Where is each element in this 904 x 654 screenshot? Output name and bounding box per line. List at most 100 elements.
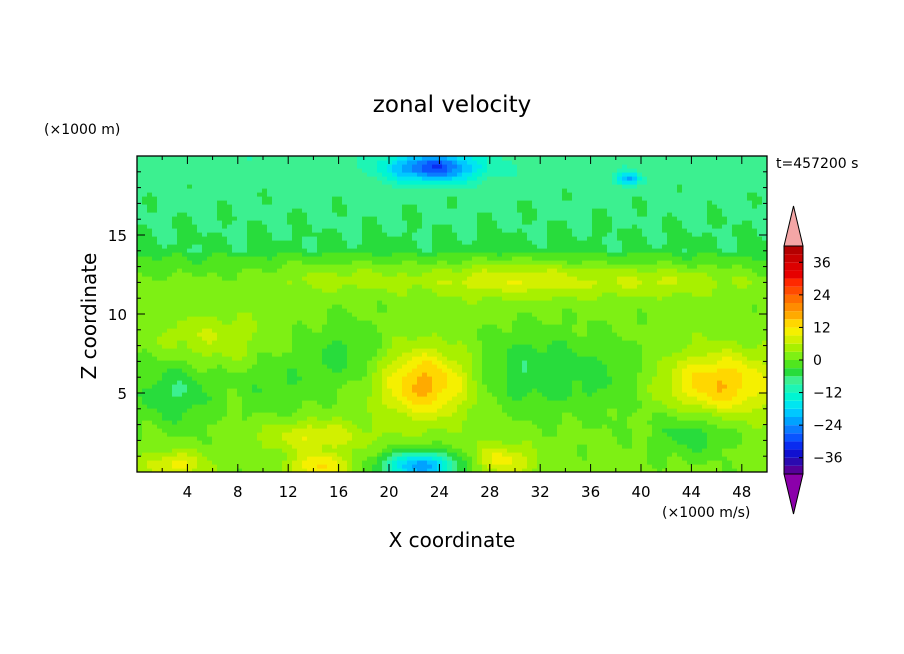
- field-cell: [232, 188, 238, 193]
- field-cell: [412, 224, 418, 229]
- field-cell: [287, 432, 293, 437]
- field-cell: [347, 160, 353, 165]
- field-cell: [322, 252, 328, 257]
- field-cell: [377, 244, 383, 249]
- field-cell: [307, 264, 313, 269]
- field-cell: [222, 228, 228, 233]
- field-cell: [307, 320, 313, 325]
- field-cell: [282, 292, 288, 297]
- field-cell: [347, 204, 353, 209]
- field-cell: [282, 408, 288, 413]
- field-cell: [157, 184, 163, 189]
- field-cell: [372, 412, 378, 417]
- field-cell: [427, 368, 433, 373]
- field-cell: [267, 448, 273, 453]
- field-cell: [362, 196, 368, 201]
- field-cell: [362, 272, 368, 277]
- field-cell: [247, 304, 253, 309]
- field-cell: [392, 364, 398, 369]
- field-cell: [452, 432, 458, 437]
- field-cell: [447, 160, 453, 165]
- field-cell: [192, 416, 198, 421]
- field-cell: [222, 268, 228, 273]
- field-cell: [317, 248, 323, 253]
- field-cell: [312, 248, 318, 253]
- field-cell: [292, 344, 298, 349]
- field-cell: [237, 200, 243, 205]
- field-cell: [252, 244, 258, 249]
- field-cell: [167, 220, 173, 225]
- field-cell: [152, 208, 158, 213]
- field-cell: [172, 396, 178, 401]
- field-cell: [292, 260, 298, 265]
- field-cell: [282, 252, 288, 257]
- field-cell: [237, 288, 243, 293]
- field-cell: [322, 372, 328, 377]
- field-cell: [202, 448, 208, 453]
- field-cell: [332, 156, 338, 161]
- field-cell: [377, 236, 383, 241]
- field-cell: [167, 188, 173, 193]
- field-cell: [257, 348, 263, 353]
- field-cell: [392, 448, 398, 453]
- field-cell: [197, 216, 203, 221]
- field-cell: [287, 324, 293, 329]
- field-cell: [337, 292, 343, 297]
- field-cell: [327, 332, 333, 337]
- field-cell: [362, 460, 368, 465]
- field-cell: [182, 288, 188, 293]
- field-cell: [312, 240, 318, 245]
- field-cell: [342, 436, 348, 441]
- field-cell: [442, 348, 448, 353]
- field-cell: [202, 392, 208, 397]
- field-cell: [367, 464, 373, 469]
- field-cell: [372, 456, 378, 461]
- field-cell: [232, 448, 238, 453]
- field-cell: [307, 216, 313, 221]
- field-cell: [147, 404, 153, 409]
- field-cell: [172, 408, 178, 413]
- field-cell: [392, 424, 398, 429]
- field-cell: [137, 356, 143, 361]
- field-cell: [387, 172, 393, 177]
- field-cell: [262, 172, 268, 177]
- field-cell: [217, 224, 223, 229]
- field-cell: [372, 356, 378, 361]
- field-cell: [317, 168, 323, 173]
- field-cell: [272, 212, 278, 217]
- field-cell: [257, 440, 263, 445]
- field-cell: [187, 408, 193, 413]
- field-cell: [212, 432, 218, 437]
- field-cell: [327, 272, 333, 277]
- field-cell: [187, 444, 193, 449]
- field-cell: [217, 260, 223, 265]
- field-cell: [217, 208, 223, 213]
- field-cell: [137, 420, 143, 425]
- field-cell: [407, 432, 413, 437]
- field-cell: [282, 296, 288, 301]
- field-cell: [242, 268, 248, 273]
- field-cell: [312, 412, 318, 417]
- field-cell: [282, 384, 288, 389]
- field-cell: [297, 172, 303, 177]
- field-cell: [307, 324, 313, 329]
- field-cell: [202, 212, 208, 217]
- field-cell: [392, 372, 398, 377]
- field-cell: [342, 368, 348, 373]
- field-cell: [357, 468, 363, 472]
- field-cell: [202, 380, 208, 385]
- field-cell: [382, 184, 388, 189]
- field-cell: [297, 360, 303, 365]
- field-cell: [142, 320, 148, 325]
- field-cell: [222, 300, 228, 305]
- field-cell: [337, 172, 343, 177]
- field-cell: [442, 196, 448, 201]
- field-cell: [197, 396, 203, 401]
- field-cell: [302, 428, 308, 433]
- field-cell: [217, 352, 223, 357]
- field-cell: [362, 420, 368, 425]
- field-cell: [452, 416, 458, 421]
- field-cell: [192, 364, 198, 369]
- field-cell: [197, 196, 203, 201]
- field-cell: [412, 240, 418, 245]
